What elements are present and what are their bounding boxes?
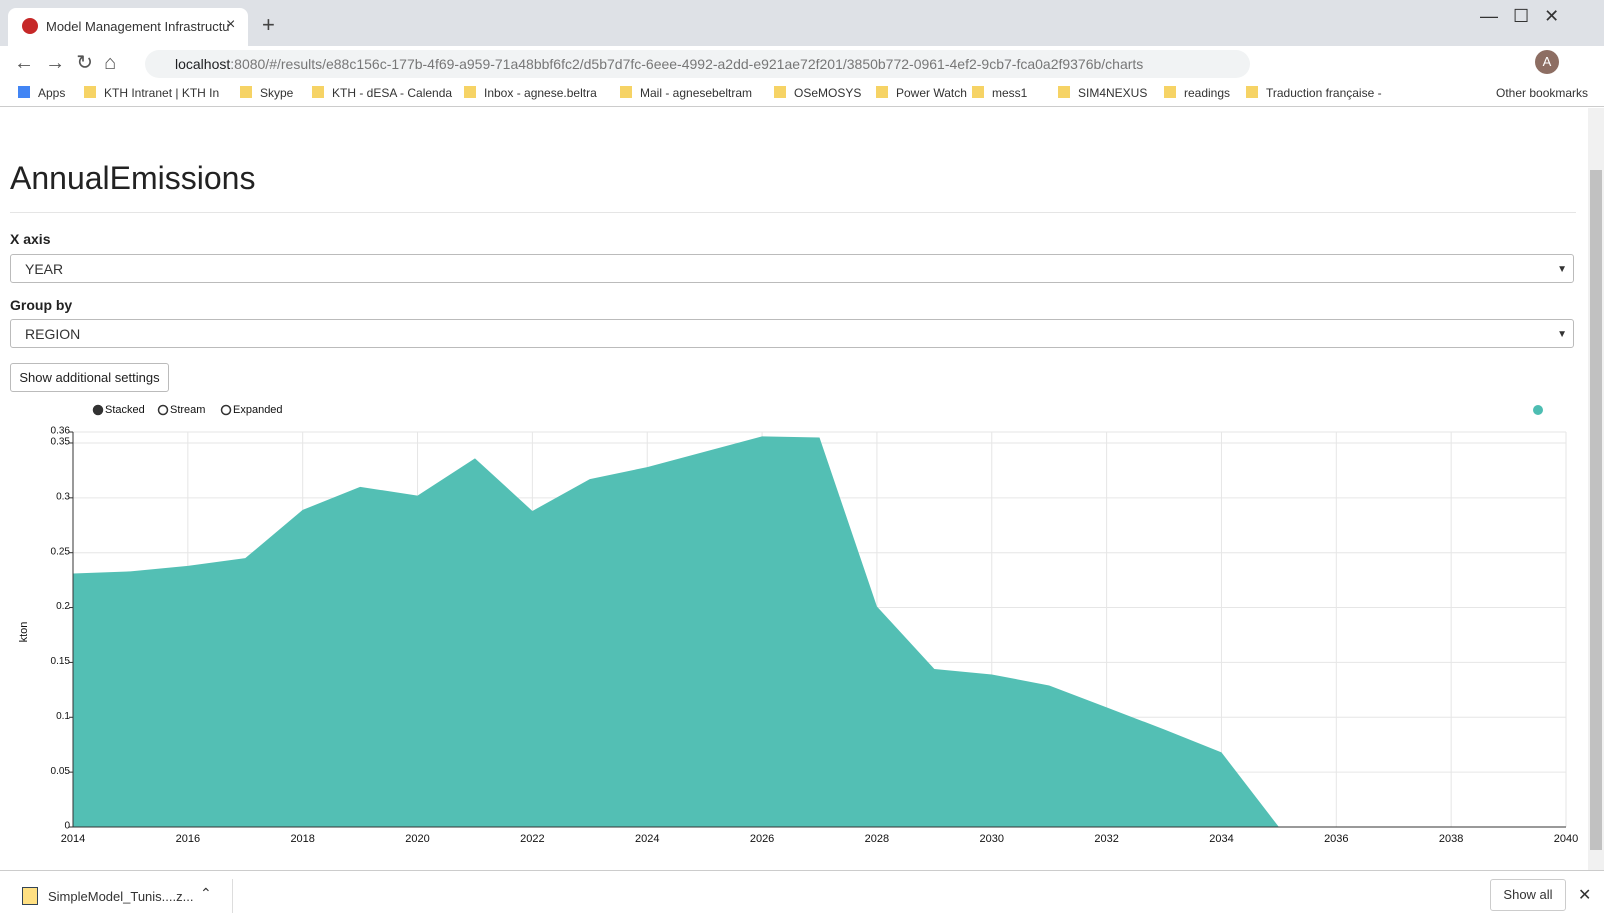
show-all[interactable]: Show all <box>1490 879 1566 911</box>
mode-radio[interactable] <box>92 404 104 416</box>
y-tick-label: 0.2 <box>56 601 70 612</box>
mode-label: Stacked <box>105 404 145 416</box>
x-tick-label: 2018 <box>290 833 314 845</box>
bookmark-icon <box>464 86 476 98</box>
tab-title: Model Management Infrastructu <box>46 19 230 34</box>
bookmark[interactable]: Inbox - agnese.beltra <box>484 86 597 100</box>
x-tick-label: 2032 <box>1094 833 1118 845</box>
bookmark-icon <box>620 86 632 98</box>
divider <box>10 212 1576 213</box>
y-tick-label: 0.05 <box>51 766 71 777</box>
bookmark[interactable]: Traduction française - <box>1266 86 1382 100</box>
settings-button[interactable]: Show additional settings <box>10 363 169 392</box>
mode-radio[interactable] <box>220 404 232 416</box>
y-tick-label: 0.36 <box>51 426 71 437</box>
x-tick-label: 2024 <box>635 833 659 845</box>
group-by-select[interactable]: REGION ▼ <box>10 319 1574 348</box>
group-by-value: REGION <box>25 326 81 342</box>
close-downloads[interactable]: ✕ <box>1578 887 1592 904</box>
legend-swatch <box>1533 405 1543 415</box>
bookmark-icon <box>18 86 30 98</box>
chart: kton Stacked Stream Expanded 0 0.05 0.1 0.15 0.… <box>18 404 1578 845</box>
x-axis-select[interactable]: YEAR ▼ <box>10 254 1574 283</box>
y-tick-label: 0.1 <box>56 711 70 722</box>
x-tick-label: 2020 <box>405 833 429 845</box>
y-tick-label: 0.35 <box>51 437 71 448</box>
tab-bar: Model Management Infrastructu × + — ☐ ✕ <box>0 0 1604 46</box>
download-file[interactable]: SimpleModel_Tunis....z... <box>48 889 194 904</box>
close-tab[interactable]: × <box>226 16 236 33</box>
x-tick-label: 2040 <box>1554 833 1578 845</box>
area <box>73 436 1279 827</box>
nav-buttons[interactable]: ← → ↻ ⌂ <box>14 52 117 74</box>
bookmark[interactable]: readings <box>1184 86 1231 100</box>
url-path: :8080/#/results/e88c156c-177b-4f69-a959-… <box>230 56 1144 72</box>
bookmark-icon <box>312 86 324 98</box>
bookmark-icon <box>1164 86 1176 98</box>
bookmark[interactable]: SIM4NEXUS <box>1078 86 1148 100</box>
bookmark[interactable]: KTH Intranet | KTH In <box>104 86 220 100</box>
mode-radio[interactable] <box>157 404 169 416</box>
tab[interactable]: Model Management Infrastructu × <box>8 8 248 46</box>
profile[interactable]: A <box>1535 50 1559 74</box>
x-tick-label: 2016 <box>176 833 200 845</box>
favicon <box>22 18 38 34</box>
bookmark-icon <box>876 86 888 98</box>
y-tick-label: 0.15 <box>51 656 71 667</box>
mode-label: Stream <box>170 404 205 416</box>
bookmark-icon <box>774 86 786 98</box>
new-tab[interactable]: + <box>262 12 275 37</box>
x-tick-label: 2030 <box>980 833 1004 845</box>
scroll-thumb[interactable] <box>1590 170 1602 850</box>
bookmark-icon <box>84 86 96 98</box>
bookmarks-bar: Apps KTH Intranet | KTH In Skype KTH - dESA… <box>0 80 1604 107</box>
x-tick-label: 2028 <box>865 833 889 845</box>
file-icon <box>22 887 38 905</box>
x-axis-value: YEAR <box>25 261 64 277</box>
page-title: AnnualEmissions <box>10 160 256 196</box>
bookmark[interactable]: Skype <box>260 86 294 100</box>
bookmark-icon <box>1058 86 1070 98</box>
bookmark-icon <box>240 86 252 98</box>
scrollbar[interactable] <box>1588 108 1604 870</box>
separator <box>232 879 233 913</box>
y-tick-label: 0.25 <box>51 546 71 557</box>
bookmark[interactable]: KTH - dESA - Calenda <box>332 86 453 100</box>
bookmark[interactable]: mess1 <box>992 86 1028 100</box>
x-tick-label: 2026 <box>750 833 774 845</box>
x-tick-label: 2038 <box>1439 833 1463 845</box>
url-host: localhost <box>175 56 231 72</box>
y-axis-title: kton <box>18 622 30 643</box>
mode-label: Expanded <box>233 404 283 416</box>
group-by-label: Group by <box>10 297 73 313</box>
x-tick-label: 2034 <box>1209 833 1233 845</box>
bookmark[interactable]: OSeMOSYS <box>794 86 862 100</box>
address-row: ← → ↻ ⌂ localhost:8080/#/results/e88c156… <box>0 46 1604 80</box>
window-controls[interactable]: — ☐ ✕ <box>1480 6 1560 26</box>
other-bookmarks[interactable]: Other bookmarks <box>1496 86 1589 100</box>
x-axis-label: X axis <box>10 231 51 247</box>
bookmark[interactable]: Apps <box>38 86 66 100</box>
x-tick-label: 2022 <box>520 833 544 845</box>
x-tick-label: 2014 <box>61 833 85 845</box>
bookmark-icon <box>972 86 984 98</box>
bookmark[interactable]: Mail - agnesebeltram <box>640 86 753 100</box>
bookmark[interactable]: Power Watch <box>896 86 967 100</box>
x-tick-label: 2036 <box>1324 833 1348 845</box>
download-bar: SimpleModel_Tunis....z... ⌃ Show all ✕ <box>0 870 1604 921</box>
bookmark-icon <box>1246 86 1258 98</box>
omnibox[interactable]: localhost:8080/#/results/e88c156c-177b-4… <box>145 50 1250 78</box>
y-tick-label: 0.3 <box>56 491 70 502</box>
y-tick-label: 0 <box>64 821 70 832</box>
download-menu[interactable]: ⌃ <box>200 885 212 901</box>
